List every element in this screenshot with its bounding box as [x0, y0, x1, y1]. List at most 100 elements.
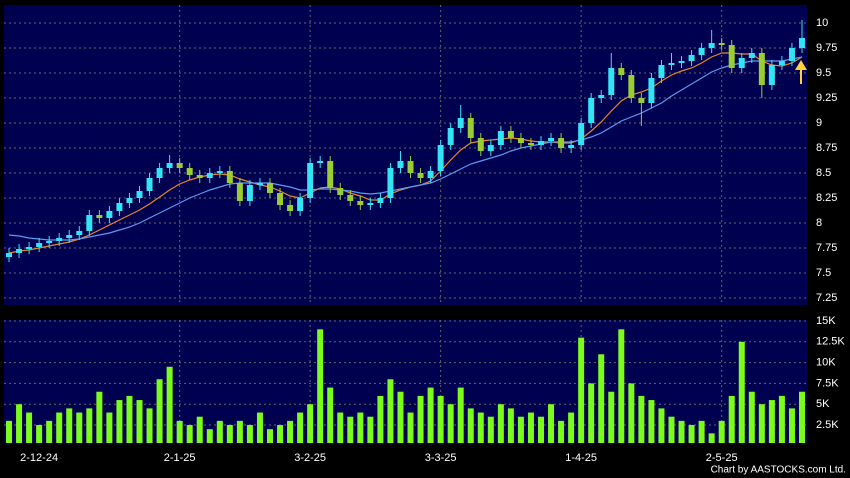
volume-bar	[387, 379, 394, 443]
candle-body	[718, 43, 725, 45]
candle-body	[768, 65, 775, 85]
y-tick-label: 7.25	[816, 292, 837, 304]
candle-body	[558, 138, 565, 148]
volume-bar	[527, 412, 534, 443]
volume-bar	[156, 379, 163, 443]
volume-bar	[347, 416, 354, 443]
volume-bar	[477, 412, 484, 443]
price-panel	[4, 5, 807, 305]
candle-body	[407, 161, 414, 173]
volume-bar	[317, 329, 324, 443]
volume-bar	[417, 395, 424, 443]
volume-bar	[106, 412, 113, 443]
volume-bar	[778, 395, 785, 443]
candle-body	[698, 48, 705, 55]
volume-bar	[256, 412, 263, 443]
y-tick-label: 5K	[816, 398, 830, 410]
y-tick-label: 15K	[816, 315, 836, 327]
volume-bar	[56, 412, 63, 443]
y-tick-label: 2.5K	[816, 419, 839, 431]
candle-body	[196, 175, 203, 178]
volume-bar	[798, 391, 805, 443]
y-tick-label: 9.25	[816, 92, 837, 104]
candle-body	[638, 98, 645, 103]
volume-bar	[507, 408, 514, 443]
candle-body	[367, 203, 374, 205]
signal-arrow	[795, 60, 807, 84]
candle-body	[76, 231, 83, 235]
x-tick-label: 2-1-25	[164, 452, 196, 464]
candle-body	[397, 161, 404, 168]
volume-bar	[377, 395, 384, 443]
volume-bar	[136, 400, 143, 443]
candle-body	[728, 45, 735, 68]
volume-bar	[186, 425, 193, 443]
candle-body	[297, 198, 304, 211]
volume-bar	[628, 383, 635, 443]
candle-body	[748, 53, 755, 58]
volume-bar	[427, 387, 434, 443]
volume-bar	[558, 420, 565, 443]
candle-body	[206, 173, 213, 178]
y-tick-label: 10K	[816, 357, 836, 369]
candle-body	[266, 183, 273, 193]
candle-body	[578, 123, 585, 145]
candle-body	[527, 143, 534, 145]
candle-body	[106, 211, 113, 218]
candle-body	[256, 183, 263, 185]
candle-body	[126, 198, 133, 203]
candle-body	[618, 68, 625, 75]
volume-bar	[718, 420, 725, 443]
volume-bar	[206, 429, 213, 443]
volume-bar	[698, 420, 705, 443]
candle-body	[357, 201, 364, 205]
volume-bar	[708, 433, 715, 443]
candle-body	[246, 185, 253, 201]
volume-bar	[236, 420, 243, 443]
volume-bar	[46, 420, 53, 443]
candle-body	[568, 145, 575, 148]
candle-body	[236, 183, 243, 201]
x-tick-label: 3-2-25	[294, 452, 326, 464]
candle-body	[86, 215, 93, 231]
x-tick-label: 2-5-25	[706, 452, 738, 464]
volume-bar	[96, 391, 103, 443]
volume-bar	[196, 416, 203, 443]
y-tick-label: 8.25	[816, 192, 837, 204]
candle-body	[608, 68, 615, 95]
volume-bar	[487, 416, 494, 443]
candle-body	[136, 191, 143, 198]
volume-bar	[497, 404, 504, 443]
candle-body	[628, 75, 635, 98]
volume-bar	[357, 412, 364, 443]
candle-body	[798, 38, 805, 48]
volume-bar	[116, 400, 123, 443]
candle-body	[548, 138, 555, 141]
y-tick-label: 7.5K	[816, 377, 839, 389]
volume-bar	[618, 329, 625, 443]
candle-body	[277, 193, 284, 205]
candle-body	[487, 145, 494, 151]
x-tick-label: 3-3-25	[425, 452, 457, 464]
candle-body	[678, 61, 685, 63]
volume-bar	[36, 425, 43, 443]
candle-body	[337, 188, 344, 195]
candle-body	[26, 247, 33, 249]
volume-bar	[608, 391, 615, 443]
volume-bar	[86, 408, 93, 443]
candle-body	[778, 61, 785, 65]
footer: Chart by AASTOCKS.com Ltd.	[711, 465, 846, 476]
candle-body	[507, 131, 514, 138]
candle-body	[176, 163, 183, 168]
y-tick-label: 12.5K	[816, 336, 845, 348]
volume-bar	[26, 412, 33, 443]
volume-bar	[146, 408, 153, 443]
candle-body	[156, 168, 163, 178]
volume-bar	[688, 425, 695, 443]
volume-bar	[517, 416, 524, 443]
candle-body	[668, 63, 675, 65]
candle-body	[307, 163, 314, 198]
candle-body	[467, 118, 474, 138]
candle-body	[186, 168, 193, 175]
candle-body	[226, 171, 233, 183]
